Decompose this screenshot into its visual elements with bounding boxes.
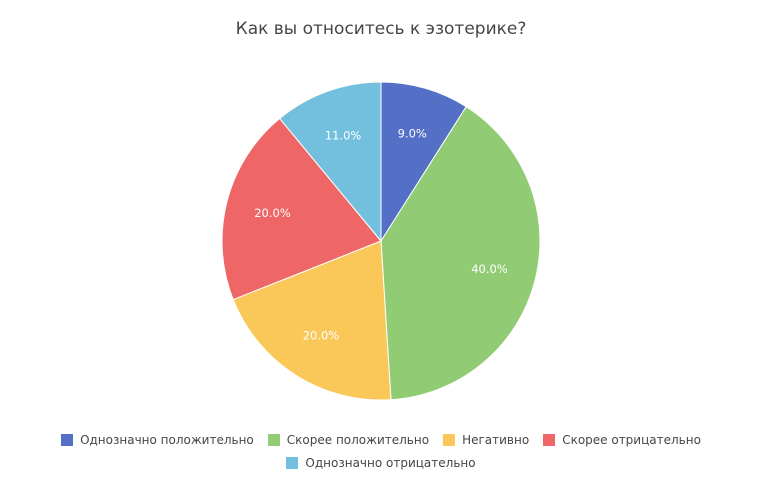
legend-label: Негативно — [462, 433, 530, 447]
legend-label: Скорее положительно — [286, 433, 430, 447]
legend-item-3[interactable]: Скорее отрицательно — [543, 432, 701, 448]
pie-slice-2[interactable] — [232, 240, 392, 401]
legend-swatch — [267, 434, 280, 446]
slice-label-0: 9.0% — [398, 126, 427, 140]
pie-labels: 9.0% 40.0% 20.0% 20.0% 11.0% — [254, 126, 508, 342]
slice-label-2: 20.0% — [303, 329, 340, 343]
chart-legend: Однозначно положительно Скорее положитель… — [41, 432, 721, 471]
legend-item-0[interactable]: Однозначно положительно — [61, 432, 254, 448]
pie-slice-4[interactable] — [278, 81, 382, 243]
legend-item-2[interactable]: Негативно — [443, 432, 529, 448]
legend-item-1[interactable]: Скорее положительно — [267, 432, 430, 448]
legend-swatch — [61, 434, 74, 446]
legend-label: Однозначно положительно — [80, 433, 254, 447]
legend-swatch — [543, 434, 556, 446]
legend-swatch — [443, 434, 456, 446]
legend-label: Скорее отрицательно — [562, 433, 701, 447]
slice-label-1: 40.0% — [471, 262, 508, 276]
legend-item-4[interactable]: Однозначно отрицательно — [286, 455, 476, 471]
chart-title: Как вы относитесь к эзотерике? — [235, 19, 527, 39]
pie-slice-3[interactable] — [221, 117, 382, 301]
pie-slices — [221, 81, 541, 401]
legend-label: Однозначно отрицательно — [305, 456, 476, 470]
slice-label-4: 11.0% — [325, 129, 362, 143]
legend-swatch — [286, 457, 299, 469]
pie-slice-1[interactable] — [380, 106, 541, 401]
slice-label-3: 20.0% — [254, 206, 291, 220]
pie-slice-0[interactable] — [380, 81, 467, 243]
